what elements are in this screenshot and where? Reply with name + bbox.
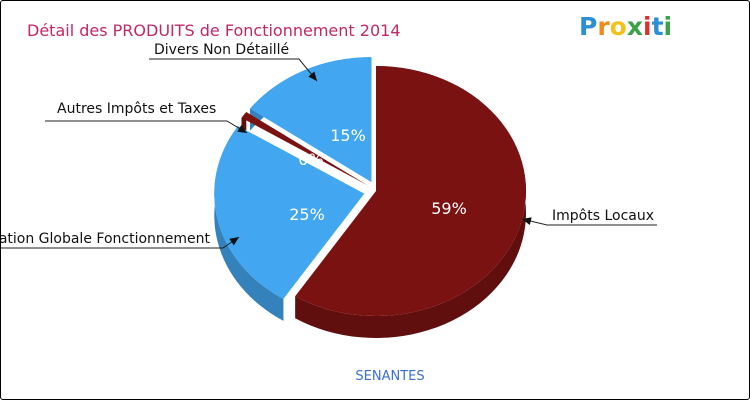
leader-arrow-dotation — [229, 237, 239, 246]
logo-letter: o — [610, 12, 627, 41]
chart-title: Détail des PRODUITS de Fonctionnement 20… — [27, 21, 401, 40]
slice-label-dotation: Dotation Globale Fonctionnement — [1, 231, 211, 247]
slice-percent-impots-locaux: 59% — [431, 199, 467, 218]
slice-impots-locaux — [295, 66, 526, 316]
slice-autres-impots — [241, 111, 368, 186]
logo-letter: t — [652, 12, 664, 41]
slice-side-impots-locaux — [295, 66, 527, 338]
slice-label-autres-impots: Autres Impôts et Taxes — [57, 101, 216, 117]
slice-label-impots-locaux: Impôts Locaux — [552, 208, 654, 224]
logo-letter: i — [643, 12, 652, 41]
logo-letter: i — [664, 12, 673, 41]
logo-letter: P — [579, 12, 597, 41]
svg-text:Proxiti: Proxiti — [579, 12, 672, 41]
labels-layer: Détail des PRODUITS de Fonctionnement 20… — [1, 21, 654, 384]
slice-dotation — [214, 126, 365, 299]
leader-line-divers — [149, 58, 318, 82]
proxiti-logo: Proxiti — [579, 12, 672, 41]
leader-arrow-autres-impots — [237, 124, 247, 133]
leader-line-autres-impots — [45, 120, 248, 134]
slice-divers — [250, 57, 372, 183]
slices-layer — [214, 57, 527, 338]
slice-percent-dotation: 25% — [289, 205, 325, 224]
leader-arrow-divers — [308, 71, 317, 81]
leader-lines — [1, 58, 657, 249]
slice-label-divers: Divers Non Détaillé — [154, 42, 289, 58]
slice-side-dotation — [214, 126, 284, 321]
logo-letter: r — [597, 12, 610, 41]
slice-percent-divers: 15% — [330, 126, 366, 145]
logo-letter: x — [627, 12, 643, 41]
chart-subtitle: SENANTES — [355, 369, 424, 384]
slice-percent-autres-impots: 0% — [298, 150, 323, 169]
leader-arrow-impots-locaux — [522, 217, 532, 225]
